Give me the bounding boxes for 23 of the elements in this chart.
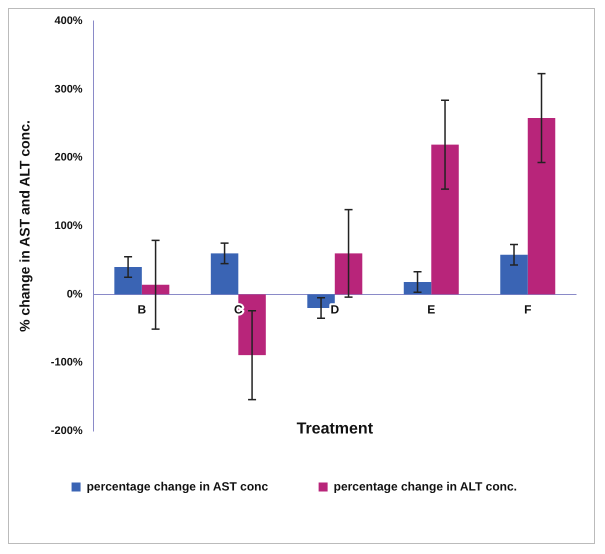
x-tick-label: F [524,302,532,317]
bar [500,254,528,294]
bar [142,284,170,294]
y-tick-label: 100% [54,220,83,232]
y-tick-label: 200% [54,152,83,164]
bar [528,118,556,294]
bar [404,282,432,294]
x-axis-title: Treatment [296,420,374,438]
bar [210,253,238,294]
bar [114,267,142,294]
x-tick-label: E [427,302,436,317]
y-tick-label: 400% [54,15,83,28]
y-tick-label: 300% [54,83,83,96]
legend-label: percentage change in ALT conc. [334,479,517,494]
x-tick-label: B [138,302,146,317]
legend-label: percentage change in AST conc [86,479,268,494]
x-tick-label: D [330,302,340,317]
y-tick-label: -200% [50,425,83,438]
bar [431,144,459,294]
bar [334,253,362,294]
y-tick-label: 0% [66,288,83,300]
y-axis-title: % change in AST and ALT conc. [16,120,32,332]
y-tick-label: -100% [50,356,83,369]
